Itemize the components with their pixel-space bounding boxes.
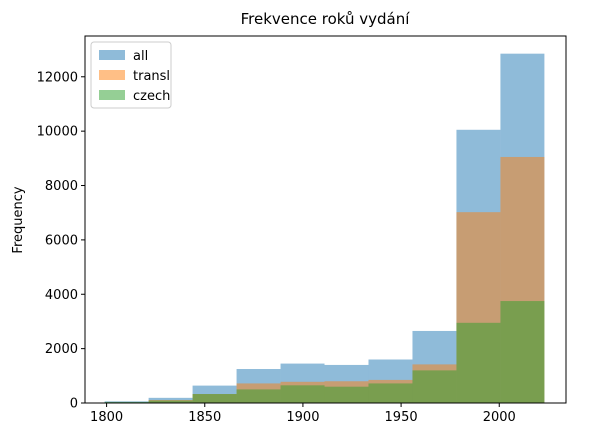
y-tick-label-1: 2000 <box>45 342 78 357</box>
bar-czech-5 <box>324 386 369 403</box>
axes-group: 1800 1850 1900 1950 2000 0 2000 4000 6000 8000 100… <box>37 35 567 425</box>
legend-label-transl: transl <box>133 69 170 84</box>
x-tick-label-0: 1800 <box>90 410 123 425</box>
legend: all transl czech <box>90 41 172 109</box>
y-tick-label-5: 10000 <box>37 125 78 140</box>
bar-czech-6 <box>368 383 413 403</box>
x-tick-label-3: 1950 <box>385 410 418 425</box>
y-tick-label-4: 8000 <box>45 179 78 194</box>
legend-label-czech: czech <box>133 89 170 104</box>
bar-czech-8 <box>456 322 501 403</box>
bar-czech-1 <box>148 400 193 403</box>
bar-czech-4 <box>280 385 325 403</box>
legend-label-all: all <box>133 49 148 64</box>
plot-frame <box>84 35 567 404</box>
bar-czech-0 <box>104 401 149 403</box>
bar-czech-9 <box>500 301 545 403</box>
bar-czech-7 <box>412 370 457 403</box>
y-tick-label-3: 6000 <box>45 233 78 248</box>
bar-czech-2 <box>192 394 237 403</box>
x-tick-label-2: 1900 <box>286 410 319 425</box>
y-tick-label-2: 4000 <box>45 288 78 303</box>
chart-title: Frekvence roků vydání <box>241 10 411 28</box>
x-tick-label-4: 2000 <box>483 410 516 425</box>
y-tick-label-0: 0 <box>70 397 78 412</box>
y-axis-label: Frequency <box>11 186 26 253</box>
legend-swatch-czech <box>99 90 125 100</box>
bar-czech-3 <box>236 389 281 403</box>
x-tick-label-1: 1850 <box>188 410 221 425</box>
bars-group <box>104 53 545 404</box>
y-tick-label-6: 12000 <box>37 70 78 85</box>
legend-swatch-transl <box>99 70 125 80</box>
legend-swatch-all <box>99 50 125 60</box>
